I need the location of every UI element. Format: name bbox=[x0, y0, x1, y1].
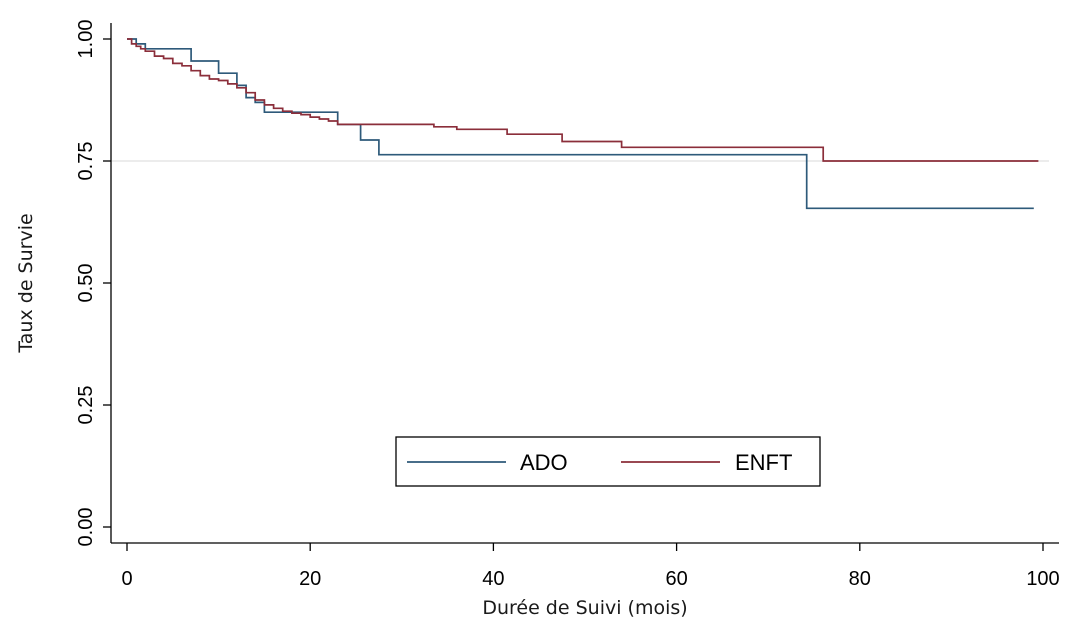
legend: ADO ENFT bbox=[395, 436, 821, 487]
y-axis-title: Taux de Survie bbox=[15, 213, 37, 353]
series-layer bbox=[127, 38, 1039, 210]
y-axis: 0.00 0.25 0.50 0.75 1.00 bbox=[75, 20, 112, 547]
x-tick-label: 40 bbox=[482, 568, 504, 590]
x-tick-label: 0 bbox=[121, 568, 132, 590]
x-tick-label: 80 bbox=[849, 568, 871, 590]
series-line-enft bbox=[127, 38, 1039, 162]
y-tick-label: 0.00 bbox=[75, 508, 97, 547]
series-line-ado bbox=[127, 38, 1034, 210]
y-tick-label: 1.00 bbox=[75, 20, 97, 59]
x-tick-label: 60 bbox=[665, 568, 687, 590]
x-tick-label: 100 bbox=[1026, 568, 1059, 590]
x-axis: 0 20 40 60 80 100 bbox=[111, 542, 1060, 590]
y-tick-label: 0.75 bbox=[75, 142, 97, 181]
legend-label-enft: ENFT bbox=[735, 450, 792, 475]
x-tick-label: 20 bbox=[299, 568, 321, 590]
y-tick-label: 0.25 bbox=[75, 386, 97, 425]
x-axis-title: Durée de Suivi (mois) bbox=[482, 597, 687, 619]
y-tick-label: 0.50 bbox=[75, 264, 97, 303]
legend-label-ado: ADO bbox=[520, 450, 568, 475]
